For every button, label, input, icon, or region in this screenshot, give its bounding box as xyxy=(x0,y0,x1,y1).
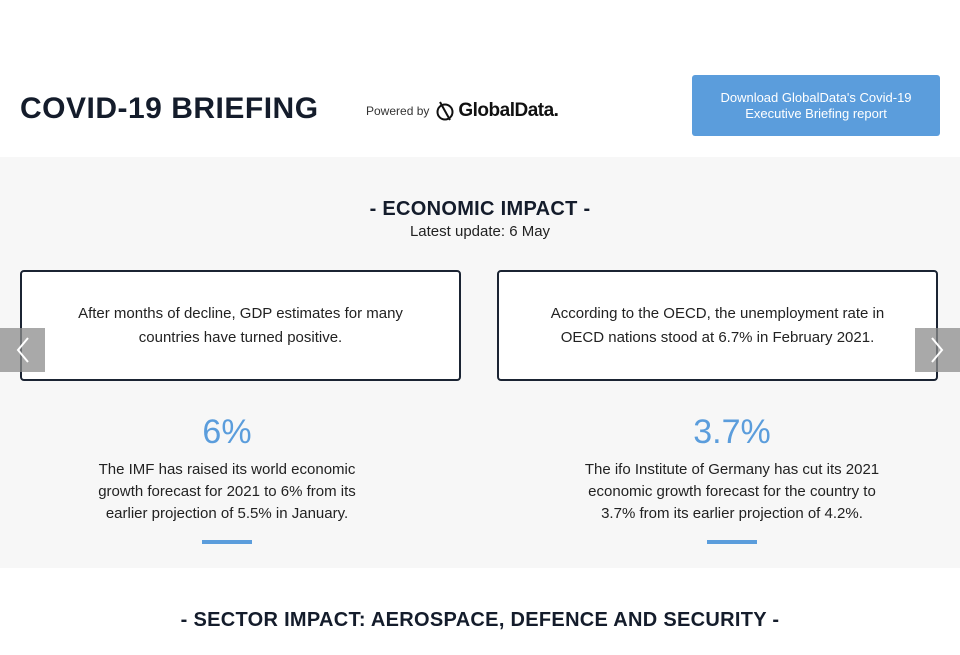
powered-by: Powered by GlobalData. xyxy=(366,100,559,122)
logo[interactable]: GlobalData. xyxy=(435,100,559,122)
section-heading: - SECTOR IMPACT: AEROSPACE, DEFENCE AND … xyxy=(180,609,780,631)
stat-text: The ifo Institute of Germany has cut its… xyxy=(584,461,880,522)
economic-section: - ECONOMIC IMPACT - Latest update: 6 May… xyxy=(0,157,960,568)
stat-text: The IMF has raised its world economic gr… xyxy=(98,461,356,522)
stat-value: 6% xyxy=(202,413,252,451)
stat-underline xyxy=(707,540,757,544)
stat-underline xyxy=(202,540,252,544)
header: COVID-19 BRIEFING Powered by GlobalData.… xyxy=(0,0,960,157)
powered-label: Powered by xyxy=(366,104,430,118)
stat-block: 3.7% The ifo Institute of Germany has cu… xyxy=(582,407,882,544)
stat-value: 3.7% xyxy=(693,413,771,451)
update-date: Latest update: 6 May xyxy=(409,223,551,240)
chevron-left xyxy=(16,337,29,363)
section-heading: - ECONOMIC IMPACT - xyxy=(369,198,591,220)
chevron-right xyxy=(931,337,944,363)
info-card: After months of decline, GDP estimates f… xyxy=(20,270,461,381)
download-button[interactable]: Download GlobalData's Covid-19 Executive… xyxy=(692,75,940,136)
page-title: COVID-19 BRIEFING xyxy=(20,92,319,125)
logo-text: GlobalData. xyxy=(458,100,559,121)
logo-icon xyxy=(436,101,454,121)
stat-block: 6% The IMF has raised its world economic… xyxy=(77,407,377,544)
next-arrow[interactable] xyxy=(915,328,960,372)
info-card: According to the OECD, the unemployment … xyxy=(497,270,938,381)
prev-arrow[interactable] xyxy=(0,328,45,372)
